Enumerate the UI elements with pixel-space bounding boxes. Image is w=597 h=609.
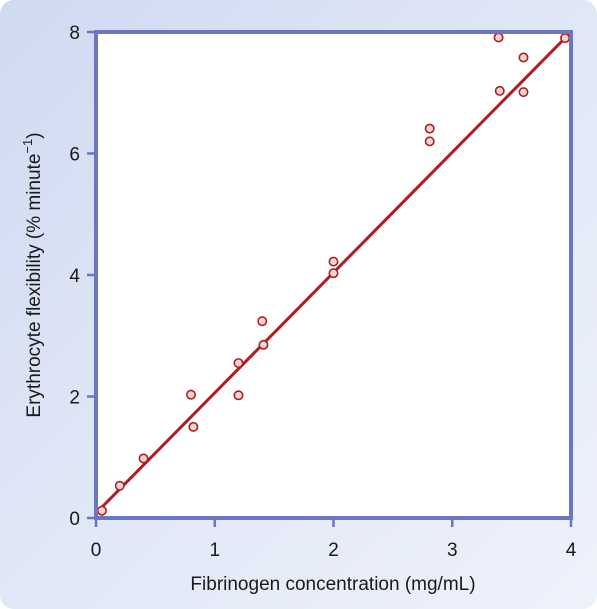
data-point xyxy=(233,390,244,401)
data-point xyxy=(560,33,571,44)
data-point xyxy=(424,136,435,147)
y-axis-ticks: 0 2 4 6 8 xyxy=(69,23,96,530)
data-point xyxy=(493,32,504,43)
y-tick-label: 0 xyxy=(69,509,80,530)
y-tick-label: 2 xyxy=(69,388,80,409)
data-point xyxy=(258,339,269,350)
x-tick-label: 2 xyxy=(328,540,339,561)
x-tick-label: 1 xyxy=(209,540,220,561)
y-tick-label: 4 xyxy=(69,266,80,287)
y-axis-title: Erythrocyte flexibility (% minute−1) xyxy=(20,132,45,417)
data-point xyxy=(188,421,199,432)
x-axis-title: Fibrinogen concentration (mg/mL) xyxy=(190,574,475,595)
data-point xyxy=(424,123,435,134)
plot-frame xyxy=(94,30,573,520)
data-point xyxy=(328,268,339,279)
data-point xyxy=(233,358,244,369)
data-point xyxy=(518,52,529,63)
x-tick-label: 0 xyxy=(91,540,102,561)
y-tick-label: 6 xyxy=(69,145,80,166)
x-tick-label: 3 xyxy=(447,540,458,561)
y-axis-title-main: Erythrocyte flexibility (% minute xyxy=(24,154,45,418)
y-axis-title-superscript: −1 xyxy=(20,139,35,154)
data-points xyxy=(96,32,571,516)
data-point xyxy=(494,85,505,96)
data-point xyxy=(96,505,107,516)
data-point xyxy=(138,453,149,464)
x-axis-ticks: 0 1 2 3 4 xyxy=(91,518,577,561)
x-tick-label: 4 xyxy=(566,540,577,561)
y-axis-title-suffix: ) xyxy=(24,132,45,138)
data-point xyxy=(518,87,529,98)
data-point xyxy=(257,316,268,327)
y-tick-label: 8 xyxy=(69,23,80,44)
data-point xyxy=(114,480,125,491)
data-point xyxy=(186,389,197,400)
data-point xyxy=(328,256,339,267)
